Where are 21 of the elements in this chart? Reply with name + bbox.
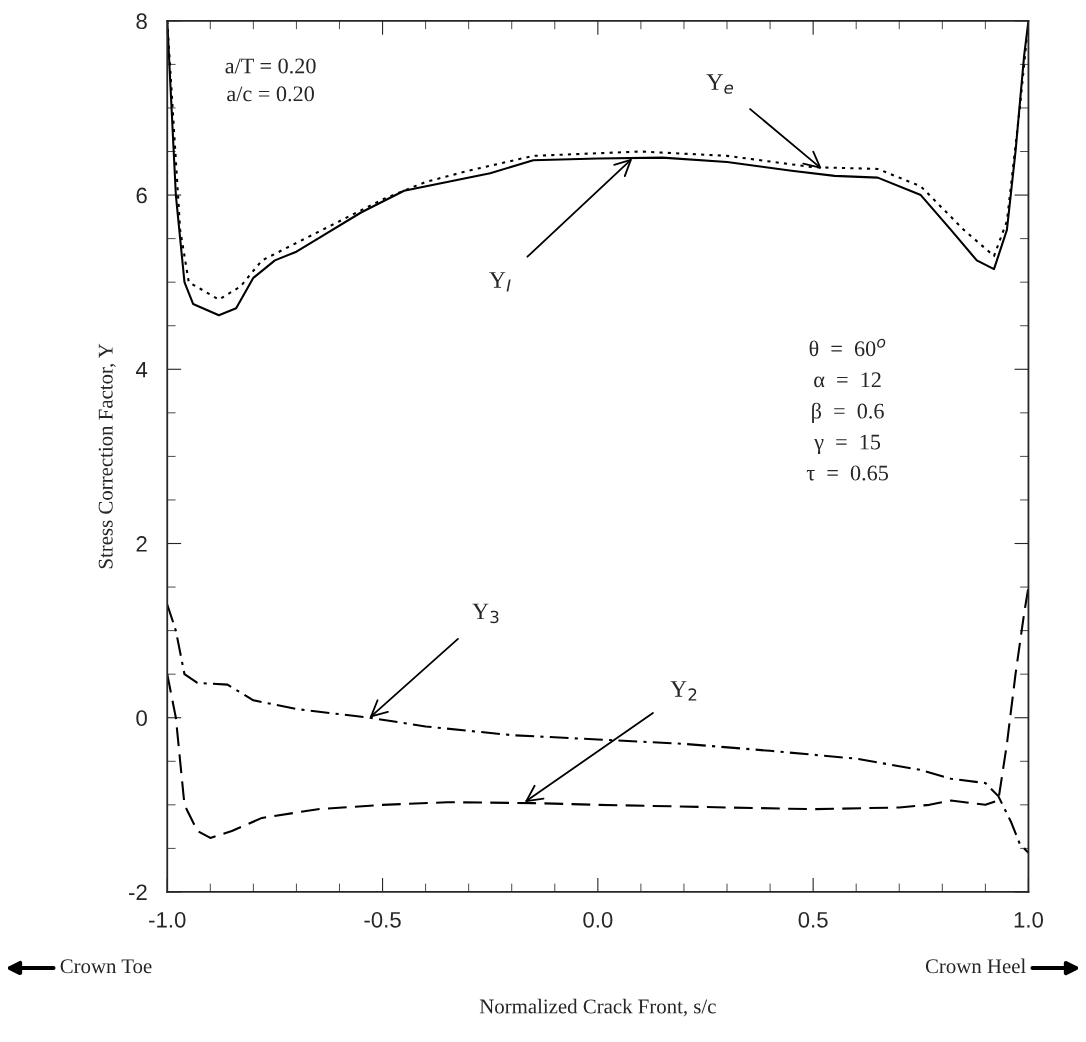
- annotation: a/T = 0.20 a/c = 0.20: [225, 58, 316, 102]
- annotation: Y$_{I}$: [489, 272, 511, 292]
- annotation: Y$_{2}$: [670, 681, 697, 701]
- y-tick-label: 8: [136, 13, 147, 30]
- annotation: Y$_{e}$: [706, 74, 734, 94]
- y-tick-label: 6: [136, 187, 147, 204]
- x-tick-label: 1.0: [1014, 911, 1044, 928]
- y-tick-label: 2: [136, 536, 147, 552]
- text: Crown Heel: [925, 958, 1026, 974]
- y-tick-label: -2: [129, 884, 147, 900]
- y-tick-label: 0: [136, 710, 147, 726]
- x-axis-title: Normalized Crack Front, s/c: [479, 998, 716, 1017]
- x-tick-label: 0.5: [798, 911, 828, 928]
- y-tick-label: 4: [135, 362, 148, 378]
- x-tick-label: 0.0: [583, 911, 613, 928]
- x-tick-label: -0.5: [364, 911, 401, 928]
- y-axis-title: Stress Correction Factor, Y: [98, 343, 116, 569]
- x-tick-label: -1.0: [149, 911, 186, 928]
- text: θ = 60$^{o}$ α = 12 β = 0.6 γ = 15 τ = 0.65: [806, 338, 889, 481]
- text: Crown Toe: [60, 959, 152, 974]
- annotation: Y$_{3}$: [472, 603, 499, 624]
